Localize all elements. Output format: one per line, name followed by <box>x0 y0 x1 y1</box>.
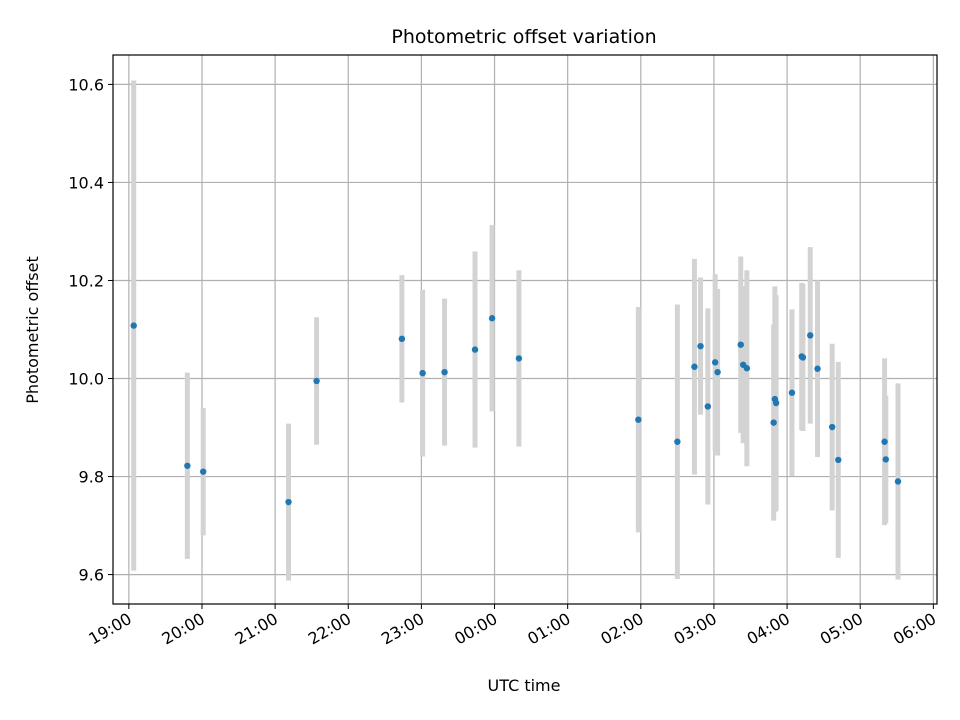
data-point <box>704 403 712 410</box>
x-tick-label: 05:00 <box>817 609 866 649</box>
data-point <box>285 498 292 506</box>
y-axis: 9.6 9.8 10.0 10.2 10.4 10.6 <box>68 75 113 585</box>
data-point <box>894 478 902 485</box>
data-point <box>711 359 719 366</box>
data-points <box>130 315 902 506</box>
x-tick-label: 04:00 <box>744 609 793 649</box>
x-tick-label: 21:00 <box>232 609 281 649</box>
x-axis: 19:00 20:00 21:00 22:00 23:00 00:00 01:00 02:00… <box>85 604 939 649</box>
y-axis-label: Photometric offset <box>23 256 42 404</box>
x-tick-label: 03:00 <box>671 609 720 649</box>
data-point <box>772 399 780 407</box>
x-tick-label: 00:00 <box>451 609 500 649</box>
data-point <box>737 341 744 348</box>
data-point <box>828 423 836 431</box>
data-point <box>441 368 448 376</box>
y-tick-label: 10.6 <box>68 75 104 94</box>
data-point <box>814 365 821 372</box>
error-bars <box>131 80 901 581</box>
data-point <box>743 365 751 372</box>
grid <box>113 55 937 604</box>
data-point <box>398 335 406 343</box>
data-point <box>697 342 704 350</box>
y-tick-label: 9.8 <box>79 468 104 487</box>
y-tick-label: 9.6 <box>79 566 104 585</box>
data-point <box>184 462 191 469</box>
x-tick-label: 19:00 <box>85 609 134 649</box>
x-tick-label: 20:00 <box>159 609 208 649</box>
x-tick-label: 02:00 <box>597 609 646 649</box>
data-point <box>714 368 721 376</box>
data-point <box>635 416 642 423</box>
data-point <box>200 468 207 475</box>
chart-title: Photometric offset variation <box>391 26 656 48</box>
data-point <box>313 377 320 385</box>
data-point <box>674 438 681 445</box>
x-tick-label: 23:00 <box>378 609 427 649</box>
data-point <box>130 322 137 329</box>
data-point <box>770 419 777 426</box>
x-tick-label: 22:00 <box>305 609 354 649</box>
x-tick-label: 01:00 <box>524 609 573 649</box>
data-point <box>881 438 888 445</box>
data-point <box>807 332 814 339</box>
data-point <box>835 456 842 464</box>
x-axis-label: UTC time <box>488 676 561 695</box>
data-point <box>488 315 496 322</box>
data-point <box>691 363 698 370</box>
data-point <box>788 389 796 396</box>
data-point <box>882 456 890 463</box>
y-tick-label: 10.4 <box>68 173 104 192</box>
y-tick-label: 10.0 <box>68 370 104 389</box>
x-tick-label: 06:00 <box>890 609 939 649</box>
data-point <box>799 354 807 361</box>
data-point <box>419 369 426 377</box>
data-point <box>471 346 479 353</box>
plot-frame <box>112 54 938 605</box>
y-tick-label: 10.2 <box>68 271 104 290</box>
data-point <box>515 355 523 362</box>
